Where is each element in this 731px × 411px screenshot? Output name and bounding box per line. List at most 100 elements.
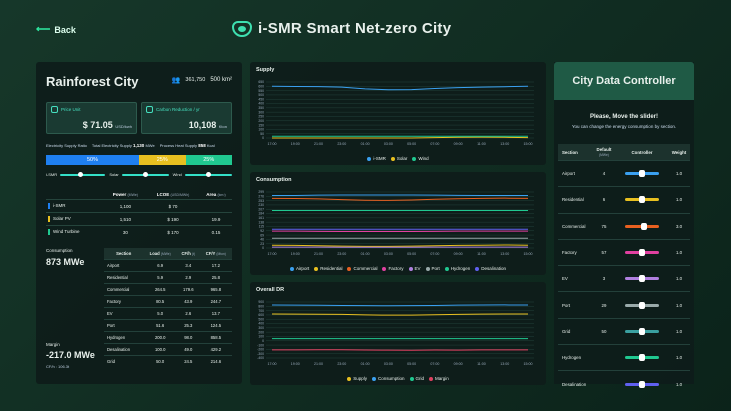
table-cell: 2.6 <box>176 307 200 320</box>
supply-slider-solar[interactable]: Solar <box>109 171 169 177</box>
x-tick-label: 21:00 <box>314 142 323 146</box>
table-cell: 264.5 <box>143 283 177 296</box>
chart-legend: Supply Consumption Grid Margin <box>250 376 546 381</box>
slider-handle[interactable] <box>639 301 645 309</box>
y-tick-label: 184 <box>258 212 264 216</box>
ratio-segment: 25% <box>139 155 186 165</box>
controller-row: Grid 50 1.0 <box>558 317 690 344</box>
table-row: Port 51.6 25.3 124.5 <box>104 319 232 332</box>
legend-item[interactable]: Supply <box>347 376 367 381</box>
column-header: LCOE (USD/MWh) <box>156 192 190 197</box>
slider-airport[interactable] <box>625 170 659 178</box>
supply-slider-wind[interactable]: Wind <box>173 171 232 177</box>
slider-track[interactable] <box>184 171 232 177</box>
slider-handle[interactable] <box>205 171 211 177</box>
default-value: 3 <box>602 276 606 282</box>
legend-swatch <box>408 266 413 271</box>
slider-track[interactable] <box>121 171 169 177</box>
slider-handle[interactable] <box>639 380 645 388</box>
y-tick-label: 200 <box>258 119 264 123</box>
x-tick-label: 01:00 <box>361 362 370 366</box>
weight-value: 1.0 <box>675 302 683 308</box>
legend-item[interactable]: Solar <box>390 156 407 161</box>
slider-port[interactable] <box>625 301 659 309</box>
slider-handle[interactable] <box>639 249 645 257</box>
slider-handle[interactable] <box>77 171 83 177</box>
section-name: Port <box>562 302 571 308</box>
legend-item[interactable]: Residential <box>314 266 342 271</box>
legend-item[interactable]: i-SMR <box>367 156 386 161</box>
legend-item[interactable]: Commercial <box>347 266 377 271</box>
slider-handle[interactable] <box>639 170 645 178</box>
legend-item[interactable]: Consumption <box>371 376 405 381</box>
table-cell: 858.5 <box>199 331 232 344</box>
y-tick-label: 700 <box>258 309 264 313</box>
legend-label: Residential <box>320 266 343 271</box>
x-tick-label: 09:00 <box>454 252 463 256</box>
x-tick-label: 05:00 <box>407 142 416 146</box>
slider-commercial[interactable] <box>625 222 659 230</box>
slider-hydrogen[interactable] <box>625 354 659 362</box>
legend-label: Wind <box>418 156 429 161</box>
table-cell: Airport <box>104 259 144 272</box>
x-tick-label: 07:00 <box>430 142 439 146</box>
slider-handle[interactable] <box>640 222 647 230</box>
supply-slider-ismr[interactable]: i-SMR <box>46 171 106 177</box>
controller-title: City Data Controller <box>554 62 694 100</box>
legend-item[interactable]: Port <box>425 266 440 271</box>
population-icon: 👥 <box>171 77 181 84</box>
default-value: 6 <box>602 197 606 203</box>
slider-ev[interactable] <box>625 275 659 283</box>
weight-value: 1.0 <box>675 355 683 361</box>
slider-factory[interactable] <box>625 249 659 257</box>
controller-row: Hydrogen 1.0 <box>558 344 690 370</box>
series-line-ismr <box>271 85 529 91</box>
default-value: 4 <box>602 171 606 177</box>
table-cell: 0.15 <box>199 225 232 238</box>
legend-item[interactable]: Hydrogen <box>444 266 470 271</box>
y-tick-label: 100 <box>258 128 264 132</box>
y-tick-label: -300 <box>257 352 264 356</box>
app-title-text: i-SMR Smart Net-zero City <box>258 20 452 37</box>
table-cell: 17.2 <box>199 259 232 272</box>
y-tick-label: 230 <box>258 203 264 207</box>
legend-item[interactable]: Desalination <box>475 266 506 271</box>
y-tick-label: 300 <box>258 110 264 114</box>
legend-item[interactable]: Factory <box>382 266 404 271</box>
slider-handle[interactable] <box>639 196 645 204</box>
legend-item[interactable]: Wind <box>412 156 429 161</box>
legend-item[interactable]: Grid <box>409 376 424 381</box>
y-tick-label: 300 <box>258 326 264 330</box>
table-cell: $ 170 <box>146 225 200 238</box>
x-tick-label: 23:00 <box>337 252 346 256</box>
legend-item[interactable]: Airport <box>289 266 309 271</box>
legend-item[interactable]: EV <box>408 266 421 271</box>
weight-value: 3.0 <box>675 223 683 229</box>
column-header: Section <box>562 149 578 155</box>
price-icon <box>51 106 58 113</box>
slider-desalination[interactable] <box>625 380 659 388</box>
table-cell: 13.7 <box>199 307 232 320</box>
slider-handle[interactable] <box>639 354 645 362</box>
slider-track[interactable] <box>60 171 106 177</box>
back-button[interactable]: ⟵ Back <box>36 24 76 35</box>
source-name: Wind Turbine <box>46 225 105 238</box>
section-name: Airport <box>562 171 575 177</box>
process-heat: Process Heat Supply 858 Kcal <box>159 143 215 148</box>
slider-handle[interactable] <box>639 327 645 335</box>
slider-handle[interactable] <box>142 171 148 177</box>
price-label: Price Unit <box>61 107 81 112</box>
consumption-value: 873 MWe <box>46 257 85 267</box>
slider-residential[interactable] <box>625 196 659 204</box>
x-tick-label: 11:00 <box>477 142 486 146</box>
table-cell: 2.9 <box>176 271 200 284</box>
legend-item[interactable]: Margin <box>429 376 449 381</box>
x-tick-label: 23:00 <box>337 142 346 146</box>
table-cell: 1,510 <box>104 212 147 226</box>
slider-grid[interactable] <box>625 327 659 335</box>
table-cell: Residential <box>104 271 144 284</box>
table-row: Solar PV 1,510 $ 190 19.9 <box>46 212 232 226</box>
slider-handle[interactable] <box>639 275 645 283</box>
table-cell: 80.5 <box>143 295 177 308</box>
weight-value: 1.0 <box>675 381 683 387</box>
